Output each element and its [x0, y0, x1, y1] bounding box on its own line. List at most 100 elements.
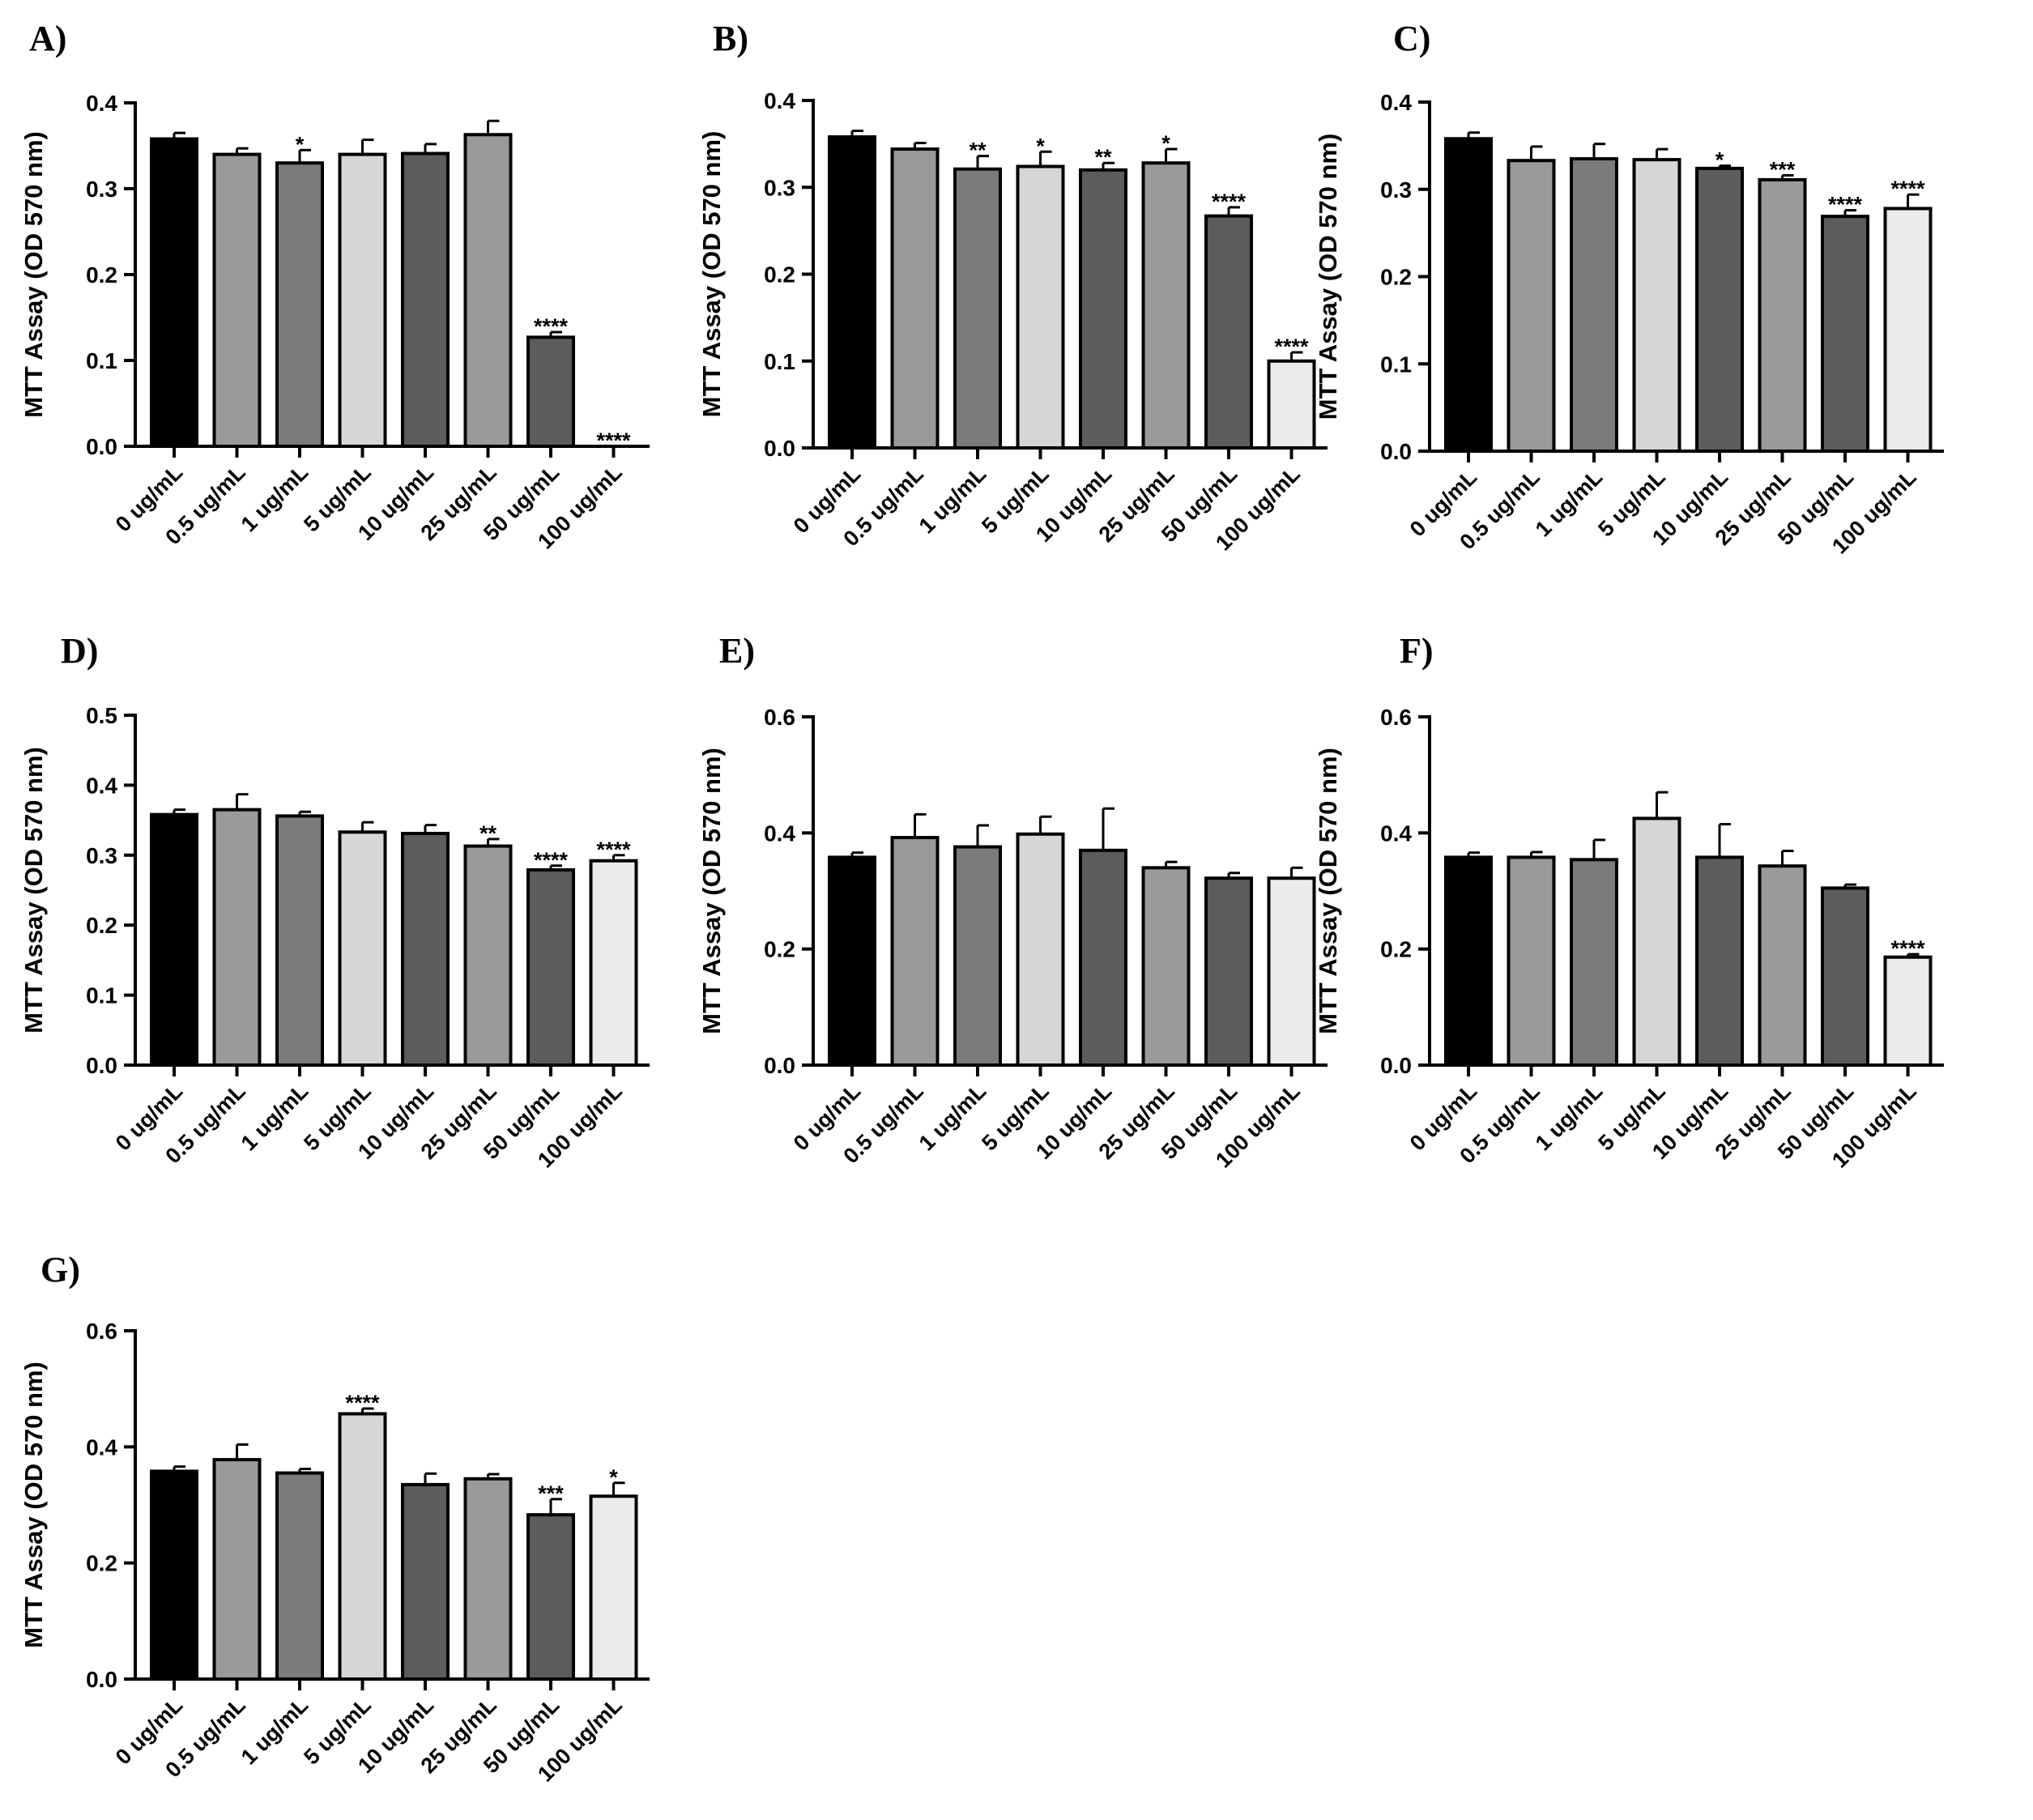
bar [526, 1513, 575, 1681]
significance-label: **** [596, 838, 631, 862]
x-tick-label: 1 ug/mL [914, 462, 991, 538]
panel-label: C) [1393, 19, 1430, 58]
significance-label: **** [534, 314, 569, 339]
significance-label: * [1036, 134, 1045, 158]
bar [463, 844, 513, 1067]
y-tick-label: 0.4 [86, 773, 117, 798]
y-tick-label: 0.6 [764, 705, 795, 730]
bar [1632, 816, 1681, 1068]
panel-label: A) [29, 19, 66, 58]
x-tick-label: 1 ug/mL [1531, 465, 1607, 541]
y-tick-label: 0.2 [764, 937, 795, 962]
significance-label: **** [1274, 335, 1309, 359]
chart-panel-a: A)MTT Assay (OD 570 nm)0.00.10.20.30.40 … [19, 19, 650, 554]
significance-label: **** [1828, 193, 1863, 217]
bar [953, 167, 1002, 450]
chart-panel-c: C)MTT Assay (OD 570 nm)0.00.10.20.30.40 … [1314, 19, 1944, 559]
bar [1016, 832, 1065, 1068]
bar [1695, 855, 1744, 1068]
bar [401, 151, 450, 448]
bar [1821, 215, 1869, 453]
y-tick-label: 0.4 [764, 820, 795, 846]
y-tick-label: 0.0 [1380, 439, 1412, 464]
bar [463, 133, 513, 448]
y-tick-label: 0.1 [764, 349, 795, 374]
significance-label: **** [534, 848, 569, 872]
bar [150, 1469, 198, 1681]
bar [150, 137, 198, 449]
y-axis-title: MTT Assay (OD 570 nm) [697, 748, 726, 1034]
bar [953, 845, 1002, 1067]
significance-label: *** [538, 1481, 564, 1506]
bar [1016, 164, 1065, 450]
bar [401, 1482, 450, 1681]
bar [1570, 157, 1618, 453]
significance-label: *** [1770, 158, 1796, 182]
y-tick-label: 0.2 [86, 1551, 117, 1576]
bar [275, 161, 324, 448]
y-tick-label: 0.3 [86, 177, 117, 202]
bar [1267, 876, 1316, 1067]
bar [1758, 177, 1807, 454]
y-tick-label: 0.0 [764, 1053, 795, 1078]
panel-label: B) [713, 19, 748, 58]
bar [1883, 955, 1933, 1067]
x-tick-label: 1 ug/mL [237, 1693, 313, 1769]
bar [1267, 359, 1316, 450]
significance-label: ** [1094, 145, 1112, 169]
chart-panel-f: F)MTT Assay (OD 570 nm)0.00.20.40.60 ug/… [1314, 631, 1944, 1173]
y-tick-label: 0.0 [86, 1053, 117, 1078]
bar [1204, 876, 1253, 1067]
y-tick-label: 0.2 [86, 262, 117, 288]
bar [1570, 858, 1618, 1068]
y-tick-label: 0.3 [86, 843, 117, 868]
bar [526, 335, 575, 448]
bar [890, 147, 940, 450]
bar [1507, 855, 1556, 1068]
bar [275, 1471, 324, 1681]
bar [1632, 158, 1681, 454]
bar [1507, 159, 1556, 453]
x-tick-label: 1 ug/mL [1531, 1079, 1607, 1155]
y-axis-title: MTT Assay (OD 570 nm) [19, 131, 48, 418]
bar [828, 135, 876, 450]
y-tick-label: 0.0 [86, 1667, 117, 1692]
y-tick-label: 0.1 [1380, 352, 1412, 377]
y-axis-title: MTT Assay (OD 570 nm) [697, 131, 726, 418]
y-tick-label: 0.1 [86, 348, 117, 373]
y-tick-label: 0.2 [764, 262, 795, 288]
bar [1883, 207, 1933, 453]
significance-label: * [1715, 148, 1724, 173]
bar [338, 1412, 387, 1681]
y-tick-label: 0.2 [1380, 937, 1412, 962]
y-tick-label: 0.0 [1380, 1053, 1412, 1078]
y-tick-label: 0.1 [86, 983, 117, 1008]
significance-label: ** [479, 821, 497, 846]
y-tick-label: 0.6 [86, 1319, 117, 1344]
y-tick-label: 0.3 [764, 175, 795, 200]
chart-panel-d: D) MTT Assay (OD 570 nm) 0.0 0.1 0.2 0.3 0.4 0.… [19, 631, 650, 1173]
bar [1141, 161, 1191, 450]
panel-label: E) [719, 631, 755, 671]
bar [1758, 864, 1807, 1068]
significance-label: * [1161, 131, 1170, 156]
bar [1141, 866, 1191, 1068]
bar [463, 1477, 513, 1681]
bar [212, 1458, 262, 1681]
y-axis-title: MTT Assay (OD 570 nm) [1314, 748, 1342, 1034]
bar [1444, 137, 1493, 453]
bar [890, 836, 940, 1067]
bar [589, 859, 638, 1068]
bar [1821, 886, 1869, 1067]
significance-label: **** [1212, 190, 1247, 214]
chart-panel-e: E)MTT Assay (OD 570 nm)0.00.20.40.60 ug/… [697, 631, 1328, 1173]
y-axis-title: MTT Assay (OD 570 nm) [1314, 134, 1342, 420]
y-tick-label: 0.4 [1380, 90, 1412, 115]
y-tick-label: 0.6 [1380, 705, 1412, 730]
significance-label: **** [345, 1391, 380, 1415]
bar [275, 814, 324, 1068]
bar [1079, 168, 1127, 450]
chart-panel-b: B)MTT Assay (OD 570 nm)0.00.10.20.30.40 … [697, 19, 1328, 556]
x-tick-label: 1 ug/mL [914, 1079, 991, 1155]
bar [401, 832, 450, 1067]
